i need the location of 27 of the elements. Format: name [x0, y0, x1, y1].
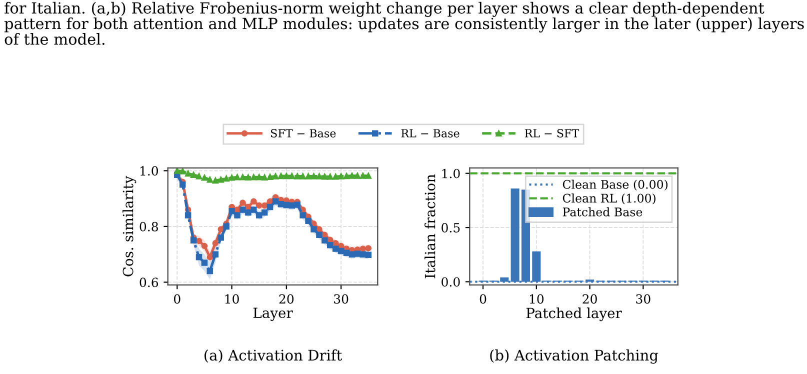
x-tick-label: 30 [636, 294, 650, 304]
legend-label: RL − Base [401, 129, 460, 138]
x-tick-label: 0 [174, 294, 180, 304]
x-tick-label: 20 [582, 294, 597, 304]
y-axis-title: Cos. similarity [122, 176, 136, 276]
y-tick-label: 0.6 [140, 278, 158, 288]
x-tick-label: 10 [225, 294, 239, 304]
x-axis-title: Layer [253, 308, 293, 321]
y-axis-title: Italian fraction [424, 174, 436, 278]
text: for Italian. (a,b) Relative Frobenius-norm weight change per layer shows a clear depth-dependent pattern for both attention and MLP modules: updates are consistently larger in the later (upper) layers of the model. [4, 2, 804, 45]
legend-label: RL − SFT [524, 129, 580, 138]
y-tick-label: 0.5 [442, 223, 460, 232]
text: (a) Activation Drift [204, 349, 342, 363]
legend-label: Clean Base (0.00) [562, 180, 668, 191]
legend-label: Clean RL (1.00) [562, 194, 656, 204]
y-tick-label: 1.0 [140, 166, 158, 176]
x-axis-title: Patched layer [526, 308, 622, 322]
x-tick-label: 0 [480, 294, 486, 304]
y-tick-label: 0.0 [442, 277, 460, 287]
y-tick-label: 1.0 [442, 168, 460, 178]
text: (b) Activation Patching [490, 349, 658, 364]
y-tick-label: 0.8 [140, 222, 158, 232]
x-tick-label: 10 [530, 294, 544, 304]
x-tick-label: 20 [279, 294, 294, 304]
x-tick-label: 30 [334, 294, 348, 304]
legend-label: SFT − Base [270, 129, 336, 138]
legend-label: Patched Base [562, 207, 642, 216]
